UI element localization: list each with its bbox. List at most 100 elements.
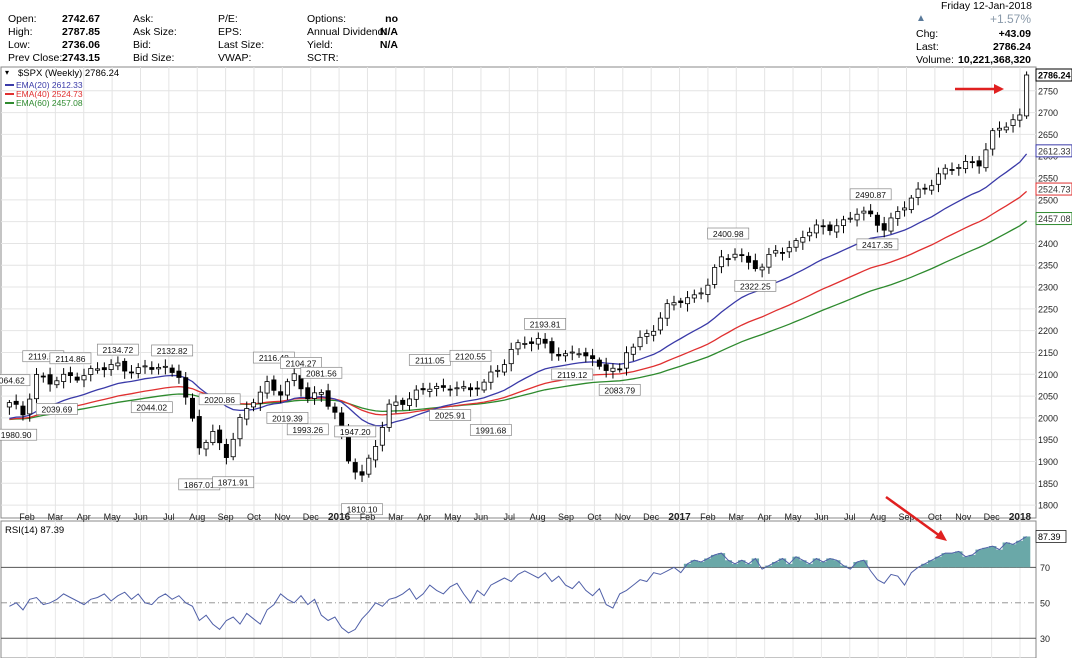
candle-up <box>54 380 60 386</box>
candle-up <box>156 367 162 370</box>
pe-label: P/E: <box>218 13 238 25</box>
candle-up <box>312 392 318 399</box>
price-annotation-box <box>707 227 750 240</box>
date-tick-label: 2017 <box>668 512 691 523</box>
price-tick-label: 2100 <box>1038 370 1058 380</box>
price-annotation: 2025.91 <box>435 411 466 421</box>
candle-up <box>203 442 209 450</box>
date-tick-label: Jun <box>474 512 489 522</box>
candle-up <box>1024 74 1030 117</box>
price-annotation: 1980.90 <box>1 430 32 440</box>
price-annotation: 2111.05 <box>415 355 445 365</box>
candle-down <box>400 399 406 405</box>
candle-down <box>590 355 596 360</box>
candle-down <box>440 385 446 388</box>
candle-down <box>74 376 80 381</box>
price-annotation: 2322.25 <box>740 281 771 291</box>
candle-up <box>6 402 12 408</box>
rsi-last-box <box>1035 530 1067 543</box>
date-tick-label: 2018 <box>1009 512 1032 523</box>
rsi-label: RSI(14) 87.39 <box>5 525 64 536</box>
candle-up <box>712 266 718 285</box>
price-annotation-box <box>449 349 492 362</box>
candle-down <box>922 187 928 190</box>
date-tick-label: Dec <box>303 512 320 522</box>
price-annotation-box <box>341 503 383 516</box>
candle-up <box>454 387 460 390</box>
candle-up <box>406 398 412 406</box>
price-annotation: 2116.48 <box>259 353 289 363</box>
ema60-line <box>9 220 1027 421</box>
date-tick-label: Feb <box>19 512 35 522</box>
date-tick-label: Apr <box>417 512 431 522</box>
candle-up <box>108 364 114 370</box>
candle-down <box>305 387 311 400</box>
price-annotation: 2019.39 <box>272 413 303 423</box>
candle-down <box>542 338 548 344</box>
price-tick-label: 2400 <box>1038 239 1058 249</box>
candle-up <box>888 217 894 232</box>
date-tick-label: Feb <box>700 512 716 522</box>
candle-down <box>13 400 19 405</box>
pct-change: +1.57% <box>989 12 1031 26</box>
price-annotation-box <box>334 425 377 438</box>
price-annotation-box <box>266 412 309 424</box>
price-annotation: 2119.59 <box>28 352 58 362</box>
price-annotation: 2193.81 <box>530 319 561 329</box>
price-annotation: 2104.27 <box>286 358 317 368</box>
price-annotation-box <box>286 423 329 436</box>
candle-up <box>318 391 324 395</box>
price-tick-label: 2350 <box>1038 261 1058 271</box>
candle-up <box>535 338 541 345</box>
candle-up <box>379 427 385 446</box>
candle-down <box>725 258 731 260</box>
price-tick-label: 2200 <box>1038 326 1058 336</box>
candle-up <box>800 237 806 243</box>
price-tick-label: 1950 <box>1038 435 1058 445</box>
date-tick-label: Aug <box>870 512 886 522</box>
candle-up <box>732 253 738 258</box>
eps-label: EPS: <box>218 26 242 38</box>
candle-down <box>40 375 46 378</box>
candle-up <box>386 403 392 428</box>
chart-type-icon: ▾ <box>5 68 9 77</box>
dividend-label: Annual Dividend: <box>307 26 387 38</box>
rsi-last-value: 87.39 <box>1038 532 1061 542</box>
candle-down <box>20 405 26 416</box>
open-label: Open: <box>8 13 37 25</box>
candle-down <box>183 377 189 398</box>
price-annotation: 2119.12 <box>557 370 587 380</box>
candle-down <box>196 416 202 449</box>
price-annotation-box <box>35 403 78 415</box>
candle-up <box>515 342 521 350</box>
price-annotation-box <box>49 352 92 365</box>
candle-up <box>501 364 507 373</box>
candle-up <box>576 353 582 356</box>
bid-label: Bid: <box>133 39 152 51</box>
last-price-tag: 2786.24 <box>1038 71 1071 81</box>
price-tick-label: 2050 <box>1038 392 1058 402</box>
candle-up <box>27 398 33 415</box>
price-annotation: 2064.62 <box>0 376 25 386</box>
candle-up <box>841 219 847 226</box>
ema20-legend: EMA(20) 2612.33 <box>16 80 83 90</box>
price-annotation-box <box>96 343 139 356</box>
candle-up <box>847 217 853 220</box>
candle-down <box>176 370 182 378</box>
candle-up <box>915 188 921 198</box>
candle-down <box>468 387 474 391</box>
candle-up <box>427 388 433 392</box>
price-annotation: 2114.86 <box>55 354 85 364</box>
bid-size-label: Bid Size: <box>133 52 175 64</box>
candle-up <box>373 446 379 461</box>
candle-up <box>34 374 40 400</box>
date-tick-label: Feb <box>360 512 376 522</box>
date-axis: Feb Mar Apr May Jun Jul Aug Sep Oct Nov Dec 2016 Feb… <box>19 512 1031 523</box>
dividend-value: N/A <box>379 26 398 38</box>
candle-up <box>813 224 819 234</box>
date-tick-label: Oct <box>587 512 602 522</box>
date-tick-label: Sep <box>558 512 574 522</box>
candle-up <box>488 371 494 383</box>
candle-up <box>637 336 643 348</box>
